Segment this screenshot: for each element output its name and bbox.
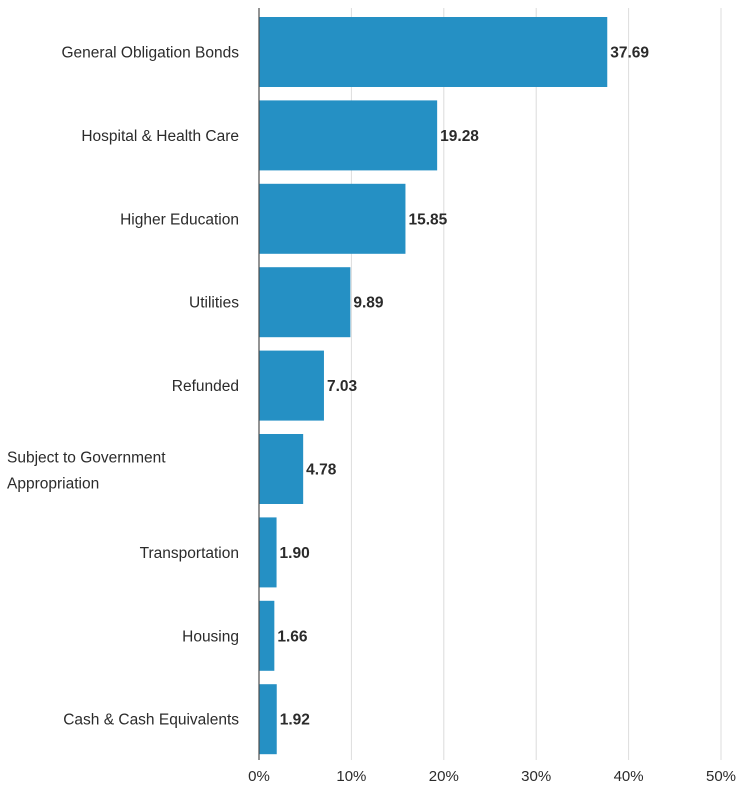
category-label: Refunded xyxy=(172,378,239,395)
bar xyxy=(259,350,324,421)
category-label: Appropriation xyxy=(7,476,99,493)
x-tick-label: 10% xyxy=(336,768,366,785)
labels: 37.69 General Obligation Bonds 19.28 Hospit… xyxy=(7,45,649,729)
bar-value-label: 15.85 xyxy=(408,211,447,228)
bar-value-label: 4.78 xyxy=(306,462,337,479)
bar xyxy=(259,267,351,338)
bar xyxy=(259,434,304,504)
category-label: Transportation xyxy=(140,545,239,562)
x-tick-label: 50% xyxy=(706,768,736,785)
category-label: General Obligation Bonds xyxy=(61,45,239,62)
bar-value-label: 1.66 xyxy=(277,628,308,645)
bar-value-label: 7.03 xyxy=(327,378,358,395)
category-label: Utilities xyxy=(189,295,239,312)
category-label: Cash & Cash Equivalents xyxy=(63,712,239,729)
bar-value-label: 1.92 xyxy=(280,712,310,729)
bar xyxy=(259,183,406,254)
category-label: Higher Education xyxy=(120,211,239,228)
bar xyxy=(259,600,275,671)
x-tick-label: 30% xyxy=(521,768,551,785)
category-label: Housing xyxy=(182,628,239,645)
bar xyxy=(259,17,608,87)
grid-lines xyxy=(350,8,722,760)
bar xyxy=(259,100,438,171)
bar-value-label: 9.89 xyxy=(353,295,384,312)
axes: 0% 10% 20% 30% 40% 50% xyxy=(248,8,736,785)
bar-value-label: 19.28 xyxy=(440,128,479,145)
category-label: Hospital & Health Care xyxy=(81,128,239,145)
category-label: Subject to Government xyxy=(7,450,166,467)
bar-value-label: 37.69 xyxy=(610,45,649,62)
bar xyxy=(259,517,277,588)
bar xyxy=(259,684,277,755)
bar-value-label: 1.90 xyxy=(280,545,310,562)
bars xyxy=(259,17,608,755)
x-tick-label: 20% xyxy=(429,768,459,785)
x-tick-label: 0% xyxy=(248,768,270,785)
x-tick-label: 40% xyxy=(614,768,644,785)
